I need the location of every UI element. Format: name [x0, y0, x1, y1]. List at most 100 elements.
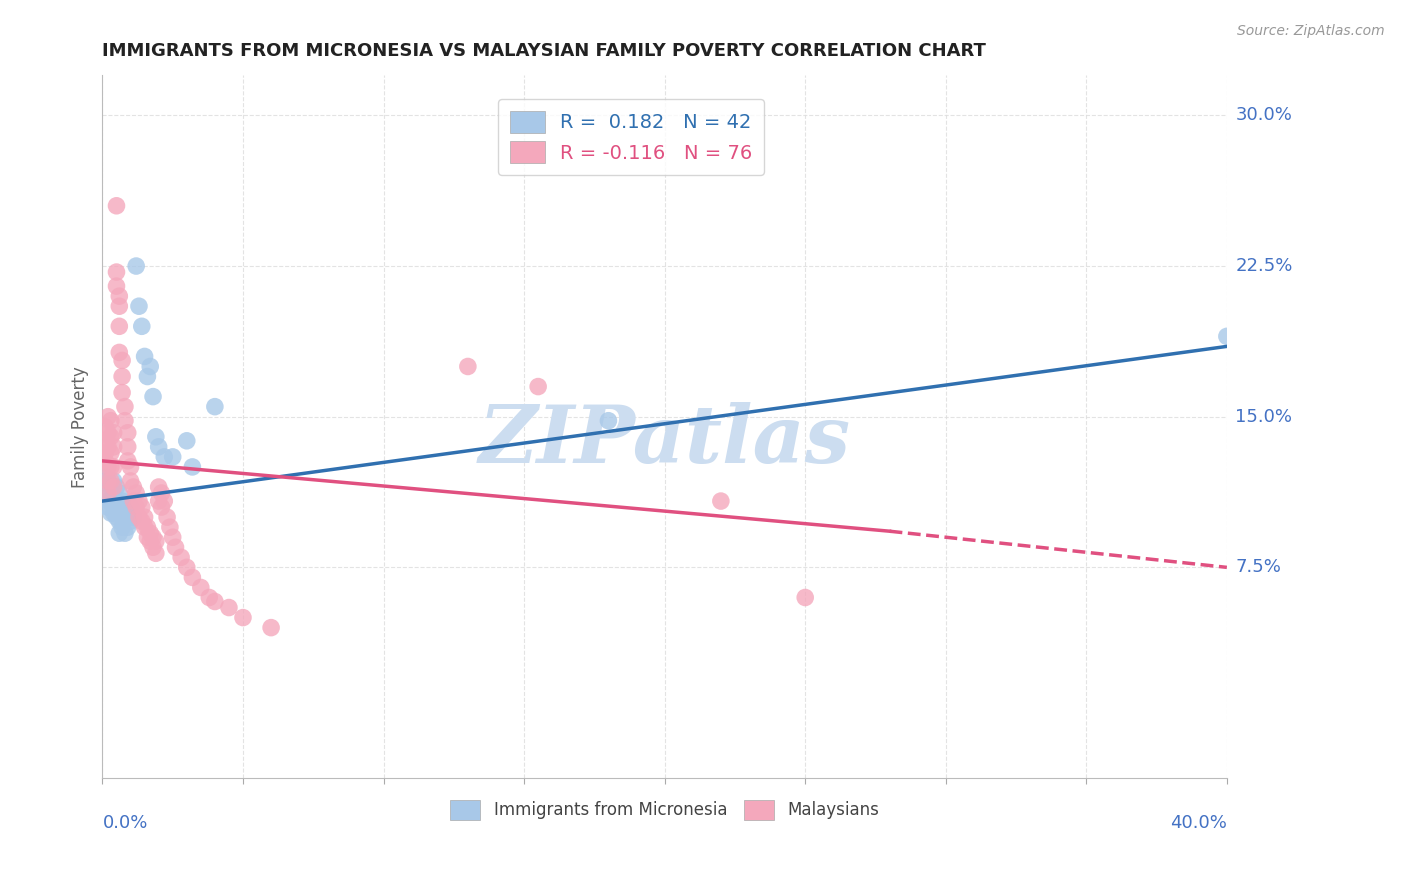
Point [100, 506, 122, 520]
Point [145, 534, 167, 549]
Point [145, 430, 167, 444]
Point [114, 414, 136, 428]
Point [111, 369, 134, 384]
Point [150, 500, 173, 514]
Point [794, 591, 817, 605]
Point [103, 459, 125, 474]
Point [162, 530, 184, 544]
Point [97, 474, 120, 488]
Point [128, 299, 150, 313]
Point [142, 530, 165, 544]
Point [142, 390, 165, 404]
Point [131, 500, 153, 514]
Point [103, 506, 125, 520]
Point [100, 446, 122, 460]
Text: 7.5%: 7.5% [1236, 558, 1281, 576]
Point [142, 541, 165, 555]
Point [103, 490, 125, 504]
Point [136, 530, 159, 544]
Point [156, 510, 179, 524]
Point [94, 446, 117, 460]
Y-axis label: Family Poverty: Family Poverty [72, 366, 89, 488]
Point [218, 600, 240, 615]
Point [97, 425, 120, 440]
Point [105, 494, 128, 508]
Point [527, 379, 550, 393]
Point [598, 414, 620, 428]
Point [159, 520, 181, 534]
Point [114, 400, 136, 414]
Point [139, 359, 162, 374]
Point [134, 350, 156, 364]
Point [100, 494, 122, 508]
Point [103, 425, 125, 440]
Point [134, 520, 156, 534]
Point [94, 434, 117, 448]
Point [105, 265, 128, 279]
Point [105, 510, 128, 524]
Point [122, 510, 145, 524]
Point [204, 400, 226, 414]
Point [97, 440, 120, 454]
Point [117, 425, 139, 440]
Point [176, 434, 198, 448]
Point [105, 279, 128, 293]
Point [97, 500, 120, 514]
Point [122, 480, 145, 494]
Point [103, 480, 125, 494]
Point [120, 514, 142, 528]
Point [153, 450, 176, 464]
Point [114, 500, 136, 514]
Text: 40.0%: 40.0% [1170, 814, 1227, 832]
Point [1216, 329, 1239, 343]
Point [94, 454, 117, 468]
Point [134, 510, 156, 524]
Point [103, 474, 125, 488]
Text: 0.0%: 0.0% [103, 814, 148, 832]
Point [120, 500, 142, 514]
Point [145, 546, 167, 560]
Point [136, 369, 159, 384]
Point [190, 581, 212, 595]
Point [260, 621, 283, 635]
Point [139, 534, 162, 549]
Point [125, 259, 148, 273]
Point [108, 289, 131, 303]
Point [108, 514, 131, 528]
Point [125, 500, 148, 514]
Point [162, 450, 184, 464]
Text: 30.0%: 30.0% [1236, 106, 1292, 124]
Point [139, 526, 162, 541]
Point [111, 353, 134, 368]
Point [100, 414, 122, 428]
Point [108, 486, 131, 500]
Point [94, 486, 117, 500]
Point [170, 550, 193, 565]
Point [97, 409, 120, 424]
Point [100, 480, 122, 494]
Point [122, 494, 145, 508]
Point [181, 459, 204, 474]
Point [120, 459, 142, 474]
Text: 15.0%: 15.0% [1236, 408, 1292, 425]
Point [103, 440, 125, 454]
Point [710, 494, 733, 508]
Point [108, 526, 131, 541]
Point [120, 474, 142, 488]
Point [165, 541, 187, 555]
Point [131, 514, 153, 528]
Point [136, 520, 159, 534]
Point [100, 474, 122, 488]
Point [111, 494, 134, 508]
Point [94, 470, 117, 484]
Point [153, 494, 176, 508]
Point [150, 486, 173, 500]
Point [148, 494, 170, 508]
Point [108, 345, 131, 359]
Point [117, 520, 139, 534]
Point [128, 494, 150, 508]
Point [117, 506, 139, 520]
Point [232, 610, 254, 624]
Point [105, 480, 128, 494]
Point [108, 319, 131, 334]
